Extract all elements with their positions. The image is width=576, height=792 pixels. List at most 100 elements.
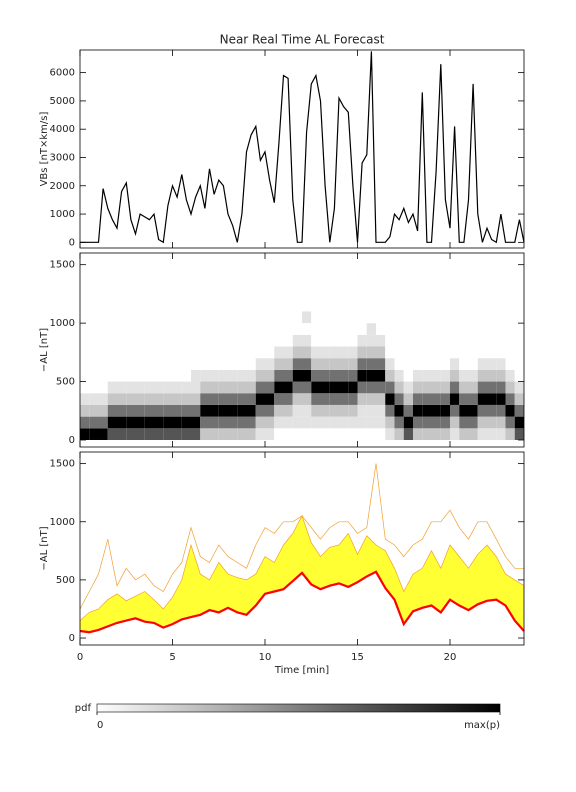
heat-cell: [459, 323, 469, 335]
heat-cell: [505, 369, 515, 382]
heat-cell: [255, 428, 265, 440]
heat-cell: [514, 428, 524, 440]
heat-cell: [320, 358, 330, 370]
heat-cell: [496, 381, 506, 394]
heat-cell: [413, 369, 423, 382]
heat-cell: [135, 323, 145, 335]
heat-cell: [487, 358, 497, 370]
heat-cell: [477, 416, 487, 429]
x-tick-label: 15: [351, 652, 364, 663]
heat-cell: [292, 334, 302, 347]
heat-cell: [422, 404, 432, 417]
heat-cell: [209, 381, 219, 394]
heat-cell: [246, 416, 256, 429]
x-tick-label: 0: [77, 652, 83, 663]
y-tick-label: 500: [56, 377, 75, 388]
heat-cell: [302, 346, 312, 359]
heat-cell: [80, 393, 90, 405]
heat-cell: [477, 334, 487, 347]
heat-cell: [218, 428, 228, 440]
heat-cell: [302, 416, 312, 429]
heat-cell: [431, 323, 441, 335]
heat-cell: [172, 369, 182, 382]
heat-cell: [403, 393, 413, 405]
heat-cell: [218, 311, 228, 324]
heat-cell: [302, 393, 312, 405]
heat-cell: [228, 311, 238, 324]
heat-cell: [302, 334, 312, 347]
heat-cell: [135, 428, 145, 440]
y-tick-label: 2000: [50, 181, 75, 192]
heat-cell: [487, 404, 497, 417]
heat-cell: [144, 404, 154, 417]
heat-cell: [394, 334, 404, 347]
heat-cell: [422, 393, 432, 405]
heat-cell: [163, 334, 173, 347]
heat-cell: [339, 381, 349, 394]
heat-cell: [98, 393, 108, 405]
heat-cell: [89, 346, 99, 359]
heat-cell: [209, 393, 219, 405]
heat-cell: [329, 416, 339, 429]
heat-cell: [450, 428, 460, 440]
heat-cell: [505, 416, 515, 429]
heat-cell: [468, 428, 478, 440]
heat-cell: [394, 416, 404, 429]
heat-cell: [311, 334, 321, 347]
heat-cell: [246, 311, 256, 324]
heat-cell: [163, 311, 173, 324]
heat-cell: [339, 311, 349, 324]
heat-cell: [255, 311, 265, 324]
plot-frame: [79, 49, 525, 249]
heat-cell: [181, 334, 191, 347]
heat-cell: [440, 428, 450, 440]
heat-cell: [246, 346, 256, 359]
heat-cell: [80, 381, 90, 394]
heat-cell: [357, 369, 367, 382]
heat-cell: [218, 416, 228, 429]
heat-cell: [357, 358, 367, 370]
heat-cell: [126, 428, 136, 440]
heat-cell: [154, 381, 164, 394]
heat-cell: [80, 428, 90, 440]
heat-cell: [403, 311, 413, 324]
heat-cell: [413, 323, 423, 335]
heat-cell: [329, 358, 339, 370]
heat-cell: [246, 381, 256, 394]
heat-cell: [163, 358, 173, 370]
heat-cell: [403, 358, 413, 370]
y-tick-label: 0: [69, 435, 75, 446]
heat-cell: [117, 404, 127, 417]
heat-cell: [265, 311, 275, 324]
heat-cell: [459, 381, 469, 394]
heat-cell: [413, 416, 423, 429]
heat-cell: [311, 358, 321, 370]
heat-cell: [135, 369, 145, 382]
heat-cell: [191, 416, 201, 429]
heat-cell: [89, 323, 99, 335]
heat-cell: [302, 428, 312, 440]
heat-cell: [292, 346, 302, 359]
heat-cell: [403, 334, 413, 347]
heat-cell: [200, 428, 210, 440]
heat-cell: [237, 334, 247, 347]
plot-frame: [79, 252, 525, 448]
heat-cell: [366, 311, 376, 324]
heat-cell: [468, 369, 478, 382]
heat-cell: [135, 334, 145, 347]
heat-cell: [237, 369, 247, 382]
heat-cell: [450, 381, 460, 394]
heat-cell: [459, 369, 469, 382]
heat-cell: [98, 358, 108, 370]
heat-cell: [376, 416, 386, 429]
heat-cell: [468, 404, 478, 417]
heat-cell: [431, 358, 441, 370]
heat-cell: [477, 393, 487, 405]
heat-cell: [505, 404, 515, 417]
heat-cell: [413, 346, 423, 359]
heat-cell: [144, 381, 154, 394]
heat-cell: [440, 369, 450, 382]
y-axis-label: −AL [nT]: [39, 328, 50, 372]
heat-cell: [357, 323, 367, 335]
